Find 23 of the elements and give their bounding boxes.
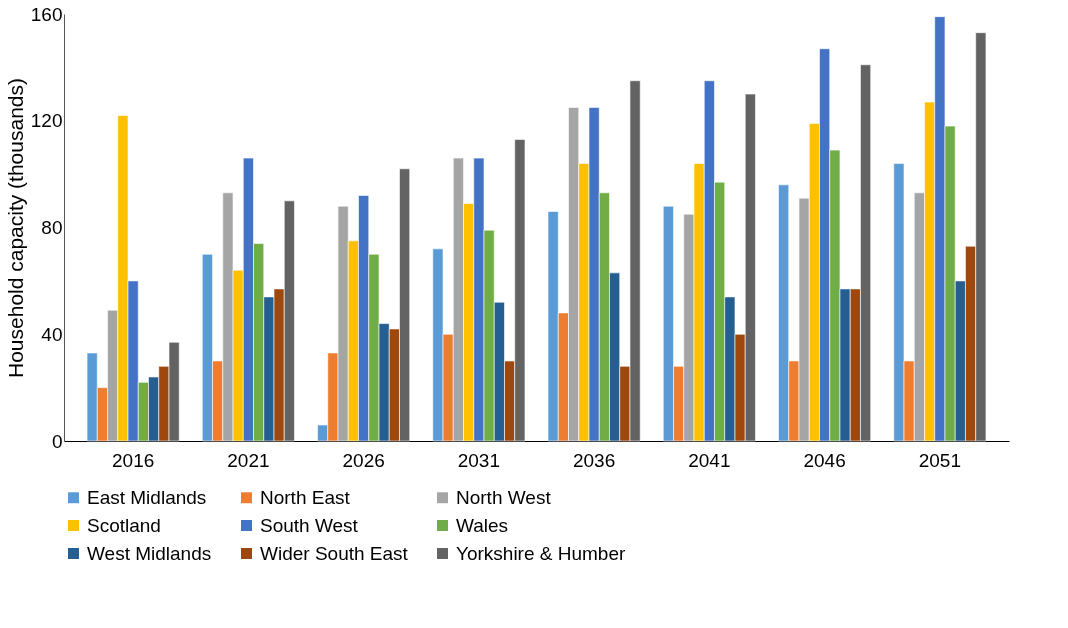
y-tick-label: 120 xyxy=(30,110,63,132)
legend-label: North West xyxy=(456,486,552,508)
legend-label: North East xyxy=(260,486,351,508)
x-tick-label: 2021 xyxy=(227,449,270,471)
y-tick-label: 80 xyxy=(41,217,63,238)
y-tick-label: 0 xyxy=(51,430,63,452)
legend-label: East Midlands xyxy=(87,486,207,508)
y-tick-label: 40 xyxy=(41,323,63,345)
legend-label: South West xyxy=(260,514,359,536)
legend-label: Yorkshire & Humber xyxy=(456,542,626,564)
x-tick-label: 2041 xyxy=(688,449,731,471)
x-tick-label: 2051 xyxy=(918,449,961,471)
y-axis-title: Household capacity (thousands) xyxy=(3,77,27,379)
x-tick-label: 2046 xyxy=(803,449,846,471)
x-tick-label: 2016 xyxy=(112,449,155,471)
x-tick-label: 2036 xyxy=(572,449,616,471)
legend-label: Wider South East xyxy=(260,542,409,564)
y-tick-label: 160 xyxy=(30,3,63,25)
x-tick-label: 2031 xyxy=(457,449,501,471)
x-tick-label: 2026 xyxy=(342,449,385,471)
legend-label: Wales xyxy=(456,514,509,536)
legend-label: Scotland xyxy=(87,514,161,536)
legend-label: West Midlands xyxy=(87,542,212,564)
